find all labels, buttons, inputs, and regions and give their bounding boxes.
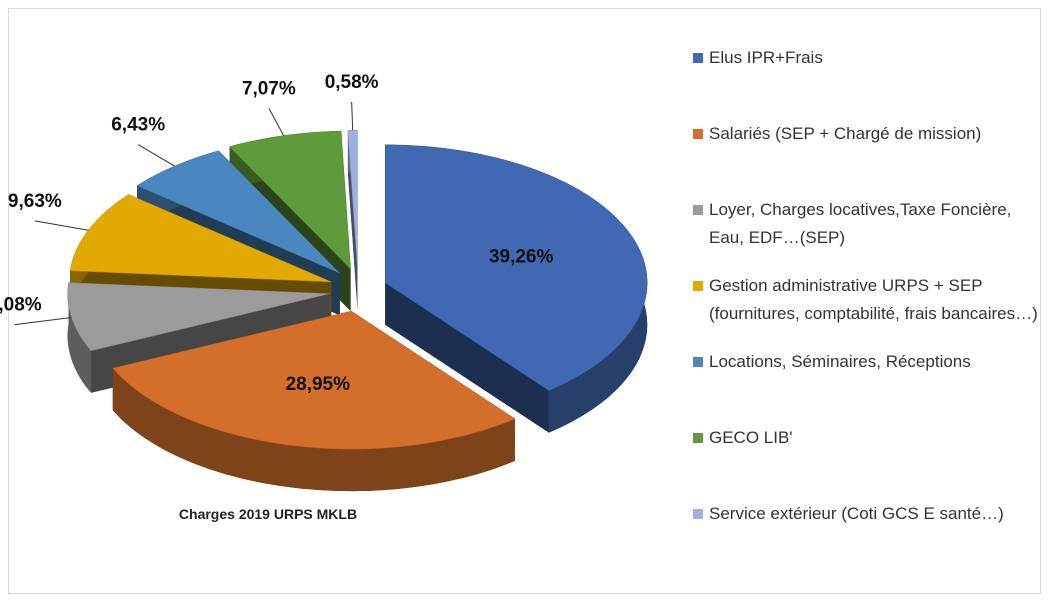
legend-swatch [693,509,703,519]
legend-swatch [693,357,703,367]
chart-title: Charges 2019 URPS MKLB [179,506,357,522]
pie [67,130,648,492]
slice [112,310,516,450]
chart-frame [8,8,1041,594]
legend-label: GECO LIB' [709,428,793,447]
legend-item: Loyer, Charges locatives,Taxe Foncière, … [693,196,1038,252]
legend-swatch [693,129,703,139]
data-label: 9,63% [8,191,62,212]
slice [229,130,351,270]
slice-wall [112,368,516,492]
legend-label: Gestion administrative URPS + SEP (fourn… [709,276,1038,323]
data-label: 6,43% [111,115,165,136]
leader-line [268,108,285,136]
data-label: 28,95% [286,374,351,395]
legend-label: Locations, Séminaires, Réceptions [709,352,971,371]
legend-item: Service extérieur (Coti GCS E santé…) [693,500,1038,528]
data-label: 0,58% [325,72,379,93]
legend-item: GECO LIB' [693,424,1038,452]
slice-side [385,282,549,433]
leader-line [351,101,354,131]
legend-label: Salariés (SEP + Chargé de mission) [709,124,982,143]
slice [67,282,330,352]
legend-swatch [693,281,703,291]
leader-line [137,144,175,167]
legend-label: Loyer, Charges locatives,Taxe Foncière, … [709,200,1012,247]
leader-line [14,316,72,326]
slice-wall [67,282,92,393]
slice [384,144,648,391]
legend-label: Service extérieur (Coti GCS E santé…) [709,504,1004,523]
legend-item: Salariés (SEP + Chargé de mission) [693,120,1038,148]
slice-side [347,130,358,311]
legend-swatch [693,53,703,63]
legend-item: Elus IPR+Frais [693,44,1038,72]
data-label: 39,26% [489,247,554,268]
legend-item: Gestion administrative URPS + SEP (fourn… [693,272,1038,328]
legend-swatch [693,433,703,443]
slice [69,194,332,283]
legend-swatch [693,205,703,215]
legend-item: Locations, Séminaires, Réceptions [693,348,1038,376]
legend-label: Elus IPR+Frais [709,48,823,67]
data-label: 8,08% [0,295,42,316]
data-label: 7,07% [242,78,296,99]
leader-line [34,220,89,231]
